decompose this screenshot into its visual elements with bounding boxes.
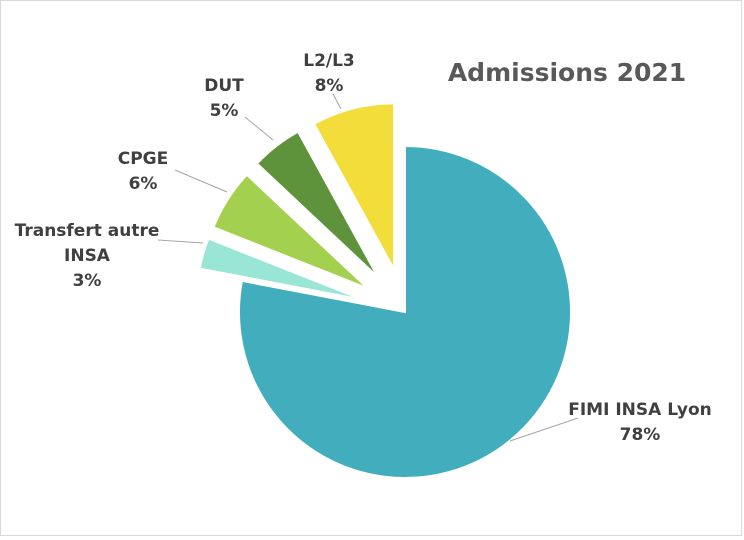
leader-line-1	[157, 239, 204, 244]
slice-name-label-4-0: L2/L3	[303, 51, 355, 71]
slice-value-label-1: 3%	[73, 271, 102, 291]
slice-name-label-2-0: CPGE	[118, 149, 169, 169]
slice-labels: FIMI INSA Lyon 78% Transfert autre INSA 3% CP…	[15, 51, 712, 445]
pie-slices	[198, 102, 572, 479]
leader-line-4	[332, 93, 342, 110]
slice-name-label-1-0: Transfert autre	[15, 221, 160, 241]
leader-lines	[157, 93, 579, 442]
leader-line-0	[509, 417, 579, 442]
chart-title: Admissions 2021	[448, 58, 686, 87]
pie-slice-2	[212, 173, 369, 290]
slice-name-label-3-0: DUT	[204, 76, 244, 96]
slice-value-label-0: 78%	[620, 425, 661, 445]
pie-slice-0	[238, 144, 572, 479]
slice-value-label-2: 6%	[129, 174, 158, 194]
pie-slice-4	[312, 102, 396, 270]
leader-line-2	[174, 169, 228, 193]
slice-name-label-0-0: FIMI INSA Lyon	[568, 400, 712, 420]
slice-name-label-1-1: INSA	[64, 246, 111, 266]
pie-slice-3	[255, 130, 379, 278]
pie-slice-1	[198, 237, 364, 301]
slice-value-label-3: 5%	[210, 101, 239, 121]
slice-value-label-4: 8%	[315, 76, 344, 96]
leader-line-3	[244, 116, 274, 141]
